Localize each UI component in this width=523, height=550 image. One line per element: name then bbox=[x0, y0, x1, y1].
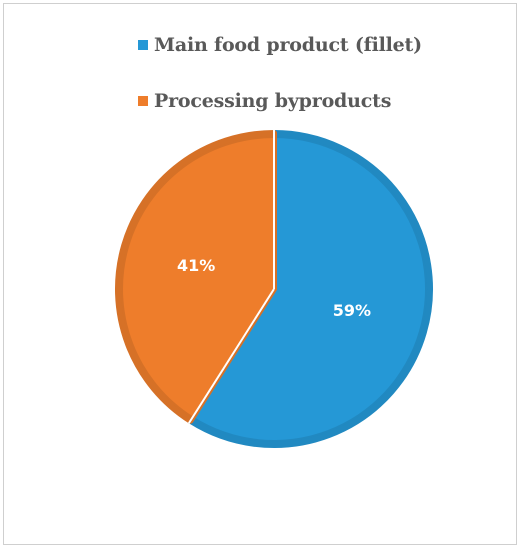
legend-item-byproducts: Processing byproducts bbox=[138, 89, 458, 113]
pie-data-label-fillet: 59% bbox=[333, 301, 371, 320]
legend-item-fillet: Main food product (fillet) bbox=[138, 33, 458, 57]
pie-slice-separator bbox=[187, 288, 275, 424]
pie-slices bbox=[115, 130, 433, 448]
pie-data-label-byproducts: 41% bbox=[177, 256, 215, 275]
pie-slice-fillet bbox=[193, 138, 426, 440]
pie-labels: 59% 41% bbox=[177, 256, 371, 320]
legend-label-fillet: Main food product (fillet) bbox=[154, 34, 422, 56]
legend-label-byproducts: Processing byproducts bbox=[154, 90, 392, 112]
legend-swatch-fillet bbox=[138, 40, 148, 50]
chart-legend: Main food product (fillet) Processing by… bbox=[138, 33, 458, 145]
legend-swatch-byproducts bbox=[138, 96, 148, 106]
